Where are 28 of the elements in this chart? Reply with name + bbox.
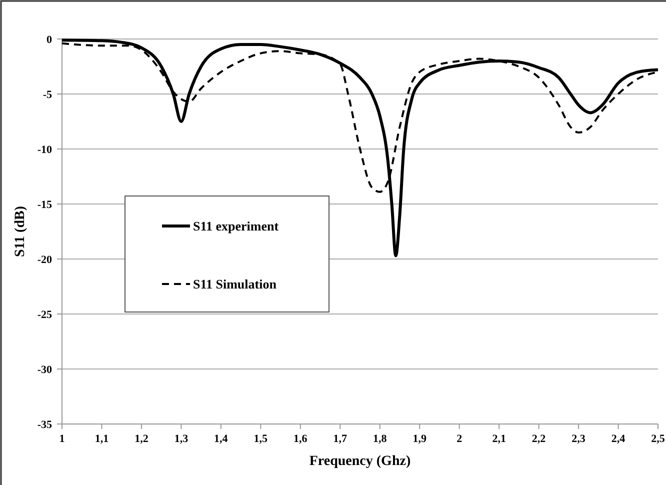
y-tick-label: -35 xyxy=(37,418,52,431)
x-tick-label: 2,5 xyxy=(651,433,666,445)
x-tick-label: 2,2 xyxy=(532,433,546,445)
x-tick-label: 1,8 xyxy=(372,433,388,445)
x-tick-label: 1,3 xyxy=(174,433,189,445)
x-tick-label: 1,1 xyxy=(94,433,109,445)
x-tick-label: 1,6 xyxy=(294,433,308,445)
x-tick-label: 2,3 xyxy=(572,433,586,445)
x-tick-label: 1 xyxy=(59,433,65,445)
x-tick-label: 1,2 xyxy=(134,433,149,445)
x-tick-label: 1,5 xyxy=(254,433,268,445)
y-tick-label: -10 xyxy=(37,144,52,156)
x-tick-label: 2,1 xyxy=(492,433,506,445)
x-tick-label: 1,9 xyxy=(412,433,427,445)
y-tick-label: -5 xyxy=(42,88,52,101)
x-tick-label: 2 xyxy=(456,433,463,445)
legend-label: S11 experiment xyxy=(193,218,280,234)
y-tick-label: -20 xyxy=(37,254,52,266)
y-tick-label: -30 xyxy=(37,364,52,376)
legend-label: S11 Simulation xyxy=(193,276,278,292)
y-axis-title: S11 (dB) xyxy=(13,206,28,257)
y-tick-label: -15 xyxy=(37,198,52,211)
x-tick-label: 1,4 xyxy=(214,433,228,445)
x-axis-title: Frequency (Ghz) xyxy=(309,454,411,469)
y-tick-label: 0 xyxy=(46,34,52,46)
x-tick-label: 1,7 xyxy=(333,433,348,445)
x-tick-label: 2,4 xyxy=(611,433,626,445)
y-tick-label: -25 xyxy=(37,308,52,321)
